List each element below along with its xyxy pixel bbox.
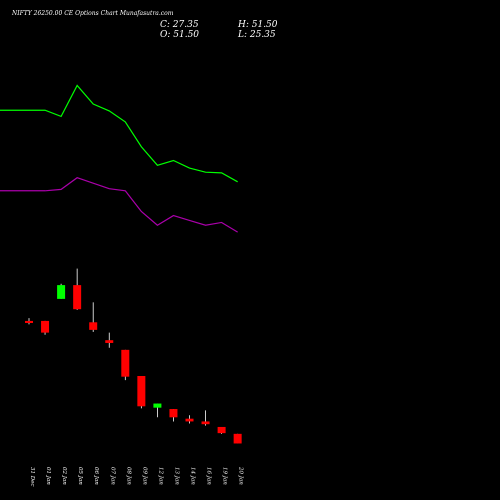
open-value: O: 51.50	[160, 30, 199, 40]
ma-fast-line	[0, 84, 238, 183]
candle-body	[121, 349, 130, 377]
x-tick-label: 02 Jan	[61, 467, 67, 485]
x-tick-label: 08 Jan	[125, 467, 131, 485]
x-tick-label: 16 Jan	[206, 467, 212, 485]
x-tick-label: 01 Jan	[45, 467, 51, 485]
candle-31-dec	[25, 318, 33, 325]
x-tick-label: 05 Jan	[77, 467, 83, 485]
candle-body	[185, 418, 194, 422]
candle-05-jan	[73, 268, 82, 310]
ma-slow-line	[0, 177, 238, 233]
candle-07-jan	[105, 332, 114, 348]
moving-averages	[0, 84, 238, 233]
x-tick-label: 09 Jan	[141, 467, 147, 485]
candle-16-jan	[201, 410, 210, 426]
high-value: H: 51.50	[237, 20, 278, 30]
low-value: L: 25.35	[237, 30, 276, 40]
x-tick-label: 14 Jan	[190, 467, 196, 485]
candle-body	[169, 409, 178, 418]
candle-08-jan	[121, 349, 130, 381]
x-tick-label: 20 Jan	[238, 466, 244, 485]
candle-09-jan	[137, 376, 146, 409]
x-tick-label: 12 Jan	[157, 467, 163, 485]
chart-title: NIFTY 26250.00 CE Options Chart Munafasu…	[11, 10, 174, 17]
candle-body	[89, 322, 98, 330]
x-tick-label: 13 Jan	[173, 467, 179, 485]
candle-body	[73, 285, 82, 310]
candle-02-jan	[57, 283, 66, 299]
x-tick-label: 07 Jan	[109, 467, 115, 485]
x-tick-label: 19 Jan	[222, 467, 228, 485]
candle-13-jan	[169, 409, 178, 422]
candle-body	[153, 403, 162, 408]
candle-12-jan	[153, 403, 162, 418]
x-tick-label: 31 Dec	[29, 467, 35, 487]
candle-body	[137, 376, 146, 407]
candle-body	[217, 426, 226, 434]
candle-19-jan	[217, 426, 226, 434]
candles	[25, 268, 242, 444]
candle-01-jan	[41, 320, 50, 335]
x-axis-ticks: 31 Dec 01 Jan 02 Jan 05 Jan 06 Jan 07 Jan 08 J…	[29, 466, 244, 487]
candle-body	[105, 340, 114, 343]
candle-body	[201, 421, 210, 425]
candle-20-jan	[233, 433, 242, 444]
candle-14-jan	[185, 415, 194, 424]
candle-body	[57, 285, 66, 299]
close-value: C: 27.35	[160, 20, 199, 30]
candle-body	[233, 433, 242, 444]
x-tick-label: 06 Jan	[93, 467, 99, 485]
candle-06-jan	[89, 302, 98, 332]
candle-body	[41, 320, 50, 333]
candle-body	[25, 320, 33, 323]
